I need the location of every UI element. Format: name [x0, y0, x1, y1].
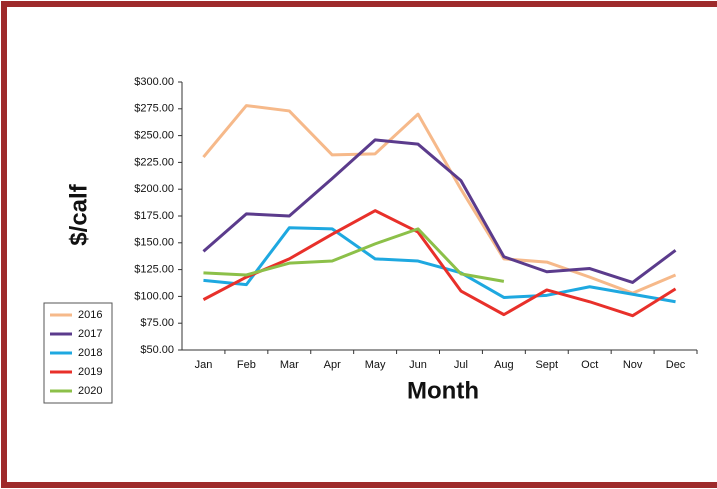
- legend-label: 2019: [78, 366, 102, 378]
- y-tick-label: $125.00: [134, 264, 174, 276]
- legend-label: 2020: [78, 385, 102, 397]
- x-tick-label: Aug: [494, 359, 514, 371]
- series-line: [202, 209, 677, 318]
- x-tick-label: Apr: [324, 359, 341, 371]
- y-axis-label: $/calf: [65, 183, 92, 245]
- x-tick-label: May: [365, 359, 386, 371]
- y-tick-label: $200.00: [134, 183, 174, 195]
- x-tick-label: Feb: [237, 359, 256, 371]
- x-tick-label: Jun: [409, 359, 427, 371]
- series-line: [203, 227, 505, 283]
- legend-label: 2016: [78, 309, 102, 321]
- legend-label: 2017: [78, 328, 102, 340]
- series-line: [203, 226, 676, 304]
- y-tick-label: $225.00: [134, 156, 174, 168]
- y-tick-label: $275.00: [134, 103, 174, 115]
- y-tick-label: $50.00: [140, 344, 174, 356]
- y-tick-label: $100.00: [134, 290, 174, 302]
- x-tick-label: Jul: [454, 359, 468, 371]
- series-line: [202, 138, 677, 284]
- x-tick-label: Nov: [623, 359, 643, 371]
- y-tick-label: $250.00: [134, 130, 174, 142]
- x-axis-label: Month: [407, 377, 479, 404]
- x-tick-label: Mar: [280, 359, 299, 371]
- x-tick-label: Sept: [535, 359, 558, 371]
- x-tick-label: Dec: [666, 359, 686, 371]
- x-tick-label: Oct: [581, 359, 598, 371]
- y-tick-label: $150.00: [134, 237, 174, 249]
- y-tick-label: $175.00: [134, 210, 174, 222]
- series-line: [202, 104, 677, 295]
- y-tick-label: $75.00: [140, 317, 174, 329]
- y-tick-label: $300.00: [134, 76, 174, 88]
- legend-label: 2018: [78, 347, 102, 359]
- x-tick-label: Jan: [195, 359, 213, 371]
